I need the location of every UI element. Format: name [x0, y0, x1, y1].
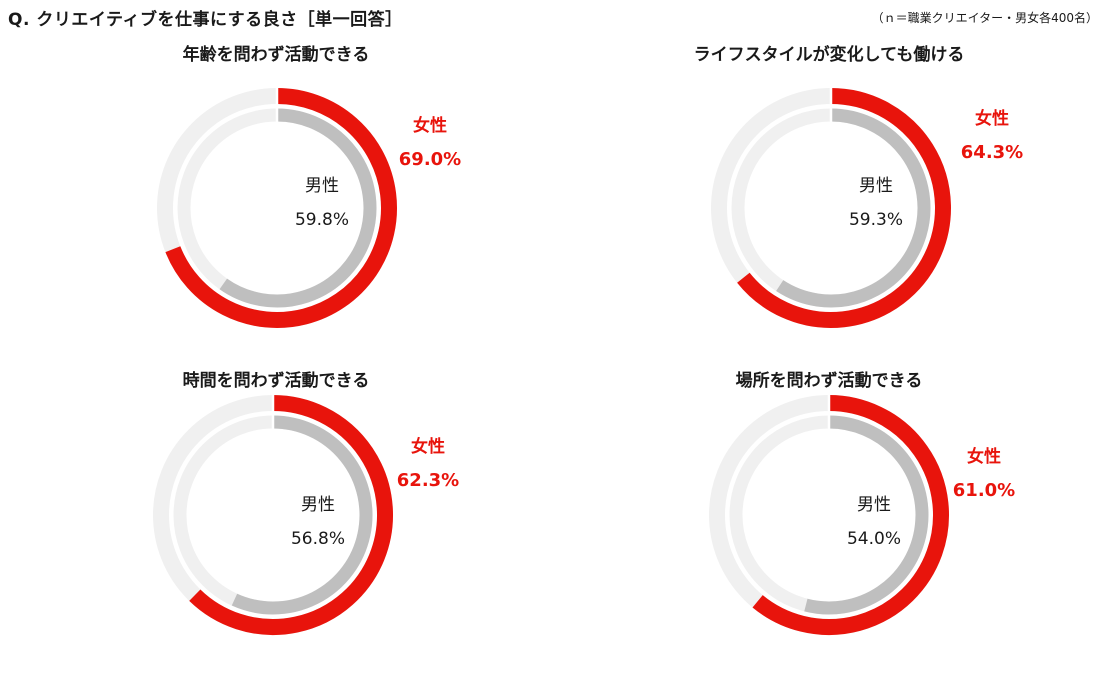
male-value-label: 59.3%	[848, 210, 904, 230]
female-series-label: 女性	[975, 109, 1009, 129]
male-arc	[219, 108, 377, 308]
male-arc	[231, 415, 373, 615]
donut-chart	[153, 394, 394, 635]
page-title: Q. クリエイティブを仕事にする良さ［単一回答］	[8, 10, 403, 30]
female-value-label: 64.3%	[960, 142, 1024, 163]
male-value-label: 56.8%	[290, 529, 346, 549]
chart-panel: 場所を問わず活動できる 女性 61.0% 男性 54.0%	[554, 366, 1108, 676]
male-series-label: 男性	[305, 176, 339, 196]
sample-note: （ｎ＝職業クリエイター・男女各400名）	[871, 11, 1098, 25]
female-series-label: 女性	[413, 116, 447, 136]
male-arc	[776, 108, 931, 308]
chart-panel: 時間を問わず活動できる 女性 62.3% 男性 56.8%	[0, 366, 554, 676]
female-series-label: 女性	[967, 447, 1001, 467]
chart-title: 時間を問わず活動できる	[182, 371, 370, 391]
chart-panel: 年齢を問わず活動できる 女性 69.0% 男性 59.8%	[0, 40, 554, 350]
male-series-label: 男性	[857, 495, 891, 515]
female-arc	[737, 88, 951, 328]
female-series-label: 女性	[411, 437, 445, 457]
chart-title: ライフスタイルが変化しても働ける	[693, 45, 965, 65]
chart-title: 場所を問わず活動できる	[735, 371, 923, 391]
male-series-label: 男性	[301, 495, 335, 515]
male-arc	[804, 415, 929, 615]
female-value-label: 62.3%	[396, 470, 460, 491]
chart-panel: ライフスタイルが変化しても働ける 女性 64.3% 男性 59.3%	[554, 40, 1108, 350]
female-value-label: 61.0%	[952, 480, 1016, 501]
male-series-label: 男性	[859, 176, 893, 196]
female-value-label: 69.0%	[398, 149, 462, 170]
female-arc	[752, 395, 949, 635]
male-value-label: 59.8%	[294, 210, 350, 230]
female-arc	[165, 88, 397, 328]
donut-chart	[709, 394, 949, 635]
chart-title: 年齢を問わず活動できる	[182, 45, 370, 65]
female-arc	[189, 395, 394, 635]
donut-chart	[711, 87, 951, 328]
donut-chart	[157, 87, 397, 328]
male-value-label: 54.0%	[846, 529, 902, 549]
